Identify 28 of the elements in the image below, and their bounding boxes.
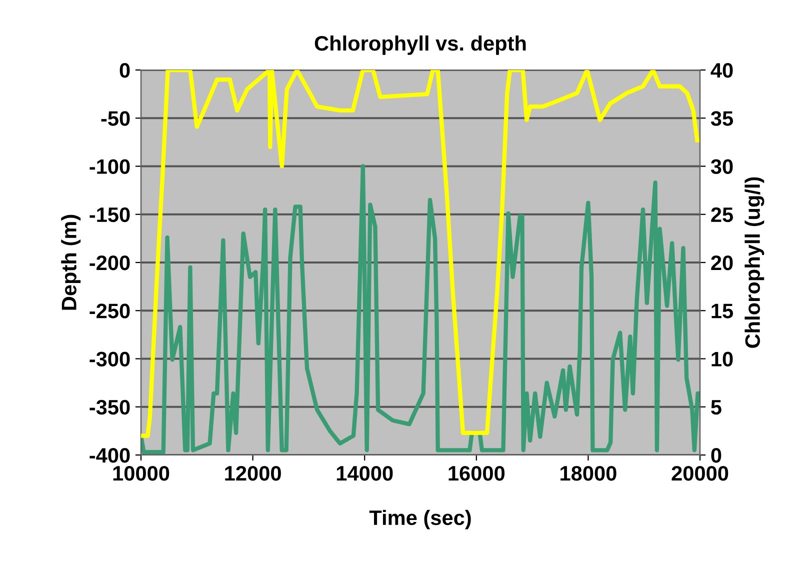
y-tick-label: -400 [90, 448, 130, 463]
y2-axis-title: Chlorophyll (ug/l) [744, 177, 764, 348]
y-tick-label: -50 [101, 111, 130, 126]
x-tick-label: 18000 [560, 466, 616, 481]
x-tick-label: 20000 [672, 466, 728, 481]
x-tick-label: 12000 [225, 466, 281, 481]
y2-tick-label: 25 [711, 207, 734, 222]
x-tick-label: 14000 [336, 466, 393, 481]
y-tick-label: -150 [90, 207, 130, 222]
y-tick-label: 0 [120, 63, 130, 78]
y-tick-label: -100 [90, 159, 130, 174]
y-axis-title: Depth (m) [61, 214, 81, 310]
y2-tick-label: 20 [711, 256, 733, 270]
x-tick-label: 10000 [113, 466, 170, 481]
y-tick-label: -200 [90, 256, 130, 270]
y2-tick-label: 5 [711, 400, 722, 415]
y2-tick-label: 40 [710, 63, 733, 78]
y-tick-label: -350 [90, 400, 130, 415]
y2-tick-label: 10 [712, 352, 733, 367]
x-axis-title: Time (sec) [369, 510, 471, 530]
y2-tick-label: 15 [712, 304, 734, 318]
y2-tick-label: 35 [710, 111, 734, 126]
y-tick-label: -250 [90, 304, 130, 318]
x-tick-label: 16000 [448, 466, 505, 481]
y2-tick-label: 0 [711, 448, 722, 463]
y-tick-label: -300 [90, 352, 130, 367]
chart-title: Chlorophyll vs. depth [314, 35, 526, 55]
y2-tick-label: 30 [710, 159, 733, 174]
